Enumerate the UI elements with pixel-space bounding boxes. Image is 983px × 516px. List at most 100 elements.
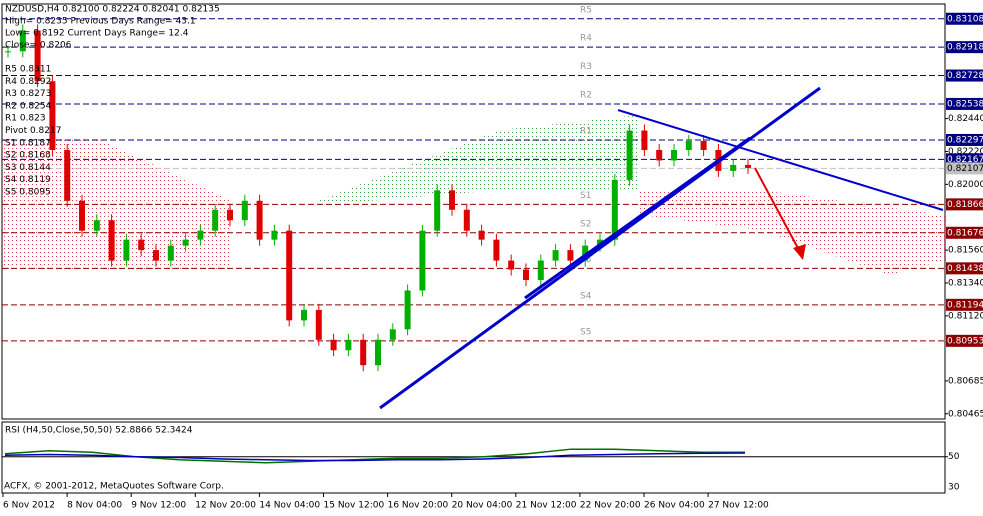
candle [167, 245, 174, 261]
level-box [946, 298, 983, 311]
pivot-label: S3 0.8144 [5, 163, 51, 173]
candle [552, 250, 559, 261]
candle [463, 209, 470, 231]
level-box [946, 162, 983, 175]
candle [256, 200, 263, 240]
candle [19, 30, 26, 52]
candle [330, 339, 337, 351]
candle [730, 164, 737, 171]
level-label: 0.82107 [947, 164, 983, 174]
candle [345, 339, 352, 351]
candle [404, 290, 411, 330]
pivot-label: R5 0.8311 [5, 65, 51, 75]
level-name: S5 [580, 327, 591, 337]
level-name: S4 [580, 291, 592, 301]
candle [508, 260, 515, 270]
info-line: High= 0.8235 Previous Days Range= 43.1 [5, 17, 196, 27]
pivot-label: S5 0.8095 [5, 188, 51, 198]
level-label: 0.83108 [947, 14, 983, 24]
candle [49, 81, 56, 150]
info-line: NZDUSD,H4 0.82100 0.82224 0.82041 0.8213… [5, 5, 220, 15]
candle [34, 30, 41, 82]
pivot-label: R4 0.8292 [5, 77, 51, 87]
rsi-tick-label: 50 [948, 452, 960, 462]
level-label: 0.82728 [947, 71, 983, 81]
x-tick-label: 12 Nov 20:00 [195, 501, 256, 511]
candle [434, 190, 441, 231]
level-label: 0.81866 [947, 200, 983, 210]
candle [537, 260, 544, 281]
candle [227, 209, 233, 221]
candle [567, 250, 574, 261]
trend-line [524, 136, 751, 300]
candle [582, 245, 589, 261]
candle [493, 239, 500, 261]
level-box [946, 69, 983, 82]
level-name: R1 [580, 126, 592, 136]
candle [389, 329, 396, 340]
level-box [946, 262, 983, 275]
candle [5, 51, 11, 53]
trend-line [617, 109, 944, 211]
candle [611, 179, 618, 240]
candle [656, 149, 663, 161]
y-tick-label: 0.81120 [948, 311, 983, 321]
level-box [946, 12, 983, 25]
pivot-label: R1 0.823 [5, 114, 46, 124]
candle [360, 339, 367, 366]
level-label: 0.81676 [947, 228, 983, 238]
candle [523, 269, 529, 281]
level-box [946, 133, 983, 146]
candle [123, 239, 130, 261]
level-name: S1 [580, 191, 591, 201]
rsi-tick-label: 30 [948, 482, 960, 492]
x-tick-label: 26 Nov 04:00 [644, 501, 705, 511]
candle [301, 309, 307, 321]
level-box [946, 198, 983, 211]
x-tick-label: 16 Nov 20:00 [388, 501, 449, 511]
level-name: R4 [580, 34, 592, 44]
level-name: R5 [580, 5, 592, 15]
candle [745, 164, 751, 168]
level-label: 0.82167 [947, 155, 983, 165]
copyright: ACFX, © 2001-2012, MetaQuotes Software C… [4, 482, 224, 492]
level-box [946, 226, 983, 239]
x-tick-label: 8 Nov 04:00 [67, 501, 122, 511]
candle [271, 230, 278, 240]
x-tick-label: 14 Nov 04:00 [259, 501, 320, 511]
candle [212, 209, 219, 231]
y-tick-label: 0.81560 [948, 246, 983, 256]
candle [138, 239, 145, 251]
x-tick-label: 21 Nov 12:00 [516, 501, 577, 511]
candle [286, 230, 293, 321]
candle [79, 200, 85, 231]
cloud [2, 140, 230, 270]
y-tick-label: 0.80465 [948, 409, 983, 419]
pivot-label: S2 0.8168 [5, 151, 51, 161]
arrow-head [793, 244, 806, 260]
candle [153, 250, 159, 261]
cloud [320, 115, 640, 205]
candle [108, 220, 115, 261]
level-label: 0.81194 [947, 300, 983, 310]
pivot-label: Pivot 0.8217 [5, 126, 61, 136]
candle [182, 239, 189, 246]
candle [685, 141, 692, 150]
y-tick-label: 0.81340 [948, 278, 983, 288]
rsi-line [4, 452, 746, 462]
y-tick-label: 0.82440 [948, 114, 983, 124]
candle [641, 130, 648, 150]
level-box [946, 41, 983, 54]
info-line: Low= 0.8192 Current Days Range= 12.4 [5, 29, 189, 39]
level-label: 0.81438 [947, 264, 983, 274]
candle [315, 309, 322, 340]
x-tick-label: 27 Nov 12:00 [708, 501, 769, 511]
level-name: R2 [580, 90, 592, 100]
level-box [946, 97, 983, 110]
level-label: 0.82297 [947, 135, 983, 145]
candle [700, 141, 707, 150]
pivot-label: R2 0.8254 [5, 101, 52, 111]
candle [197, 230, 204, 240]
candle [597, 239, 603, 246]
